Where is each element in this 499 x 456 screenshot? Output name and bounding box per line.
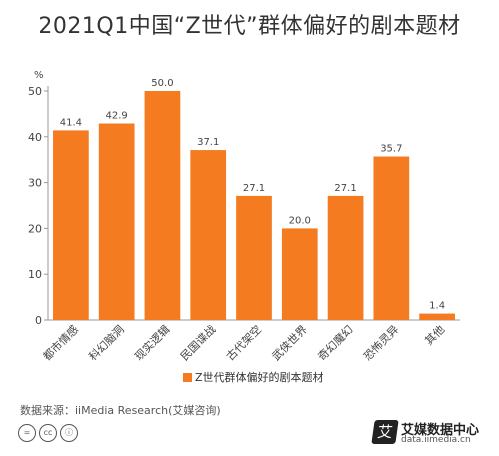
bar <box>190 150 227 320</box>
by-icon: ⓘ <box>60 424 78 442</box>
data-label: 41.4 <box>60 117 82 128</box>
y-tick-label: 10 <box>28 268 42 281</box>
bar <box>236 195 272 320</box>
y-axis-unit: % <box>34 70 44 81</box>
legend-label: Z世代群体偏好的剧本题材 <box>195 370 324 384</box>
bar <box>53 130 89 320</box>
bar-chart: % 0 10 20 30 40 50 41.4 都市情感 42.9 科幻脑洞 50.0 现实逻辑 37.… <box>28 70 460 384</box>
y-tick-label: 20 <box>28 222 42 235</box>
data-label: 42.9 <box>106 111 128 122</box>
bar <box>419 313 455 320</box>
y-tick-label: 0 <box>35 314 42 327</box>
x-tick-label: 民国谍战 <box>178 323 218 363</box>
legend-swatch <box>183 373 192 382</box>
x-tick-label: 都市情感 <box>40 322 81 363</box>
data-label: 27.1 <box>334 183 356 194</box>
data-label: 1.4 <box>429 301 445 312</box>
data-label: 27.1 <box>243 183 265 194</box>
chart-axes: % 0 10 20 30 40 50 <box>28 70 460 327</box>
source-note: 数据来源：iiMedia Research(艾媒咨询) <box>20 404 221 417</box>
bar <box>327 195 364 320</box>
bar <box>281 228 318 320</box>
x-tick-label: 科幻脑洞 <box>86 322 127 363</box>
x-tick-label: 其他 <box>422 323 447 348</box>
brand-badge-icon: 艾 <box>371 420 399 444</box>
y-tick-label: 40 <box>28 131 42 144</box>
x-tick-label: 现实逻辑 <box>132 322 173 363</box>
brand-url: data.iimedia.cn <box>401 435 471 445</box>
equals-icon: = <box>18 424 36 442</box>
chart-legend: Z世代群体偏好的剧本题材 <box>183 370 324 384</box>
cc-icon: cc <box>39 424 57 442</box>
x-tick-label: 奇幻魔幻 <box>315 322 356 363</box>
bar <box>373 156 410 320</box>
y-tick-label: 30 <box>28 177 42 190</box>
x-tick-label: 古代架空 <box>223 322 264 363</box>
bar <box>98 123 135 320</box>
bar <box>144 91 181 320</box>
data-label: 35.7 <box>380 143 402 154</box>
data-label: 37.1 <box>197 137 219 148</box>
data-label: 20.0 <box>289 215 311 226</box>
brand-name: 艾媒数据中心 <box>401 423 480 438</box>
x-tick-label: 武侠世界 <box>270 323 310 363</box>
x-tick-label: 恐怖灵异 <box>360 322 401 363</box>
brand-logo: 艾 艾媒数据中心 data.iimedia.cn <box>371 418 491 448</box>
y-tick-label: 50 <box>28 85 42 98</box>
license-icons: = cc ⓘ <box>18 424 78 444</box>
data-label: 50.0 <box>151 78 173 89</box>
chart-title: 2021Q1中国“Z世代”群体偏好的剧本题材 <box>38 14 461 39</box>
